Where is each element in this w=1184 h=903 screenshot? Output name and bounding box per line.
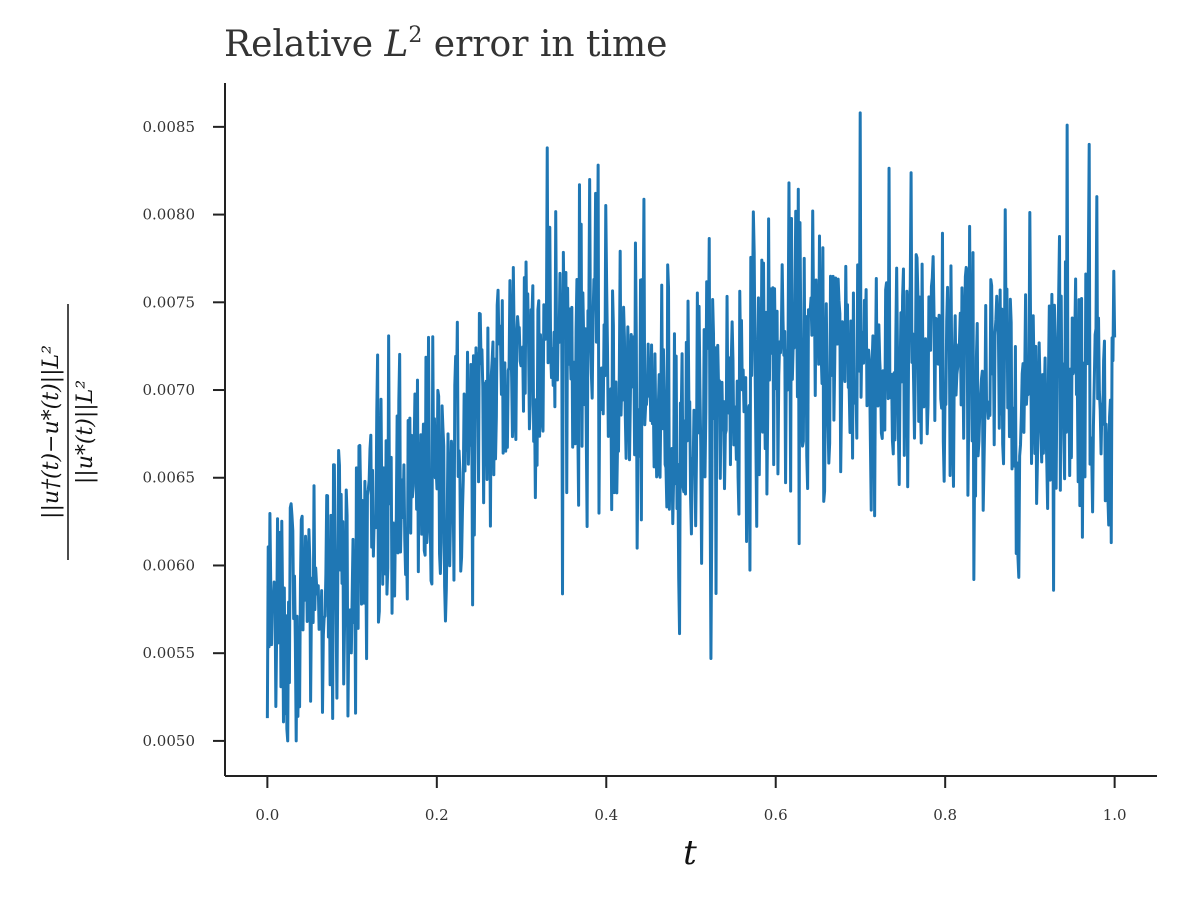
y-axis-label-denominator: ||u*(t)||L² <box>73 380 98 484</box>
chart-title: Relative L2 error in time <box>224 23 667 65</box>
series-layer <box>265 111 1117 743</box>
chart-title-superscript: 2 <box>408 23 422 48</box>
y-tick-label: 0.0080 <box>143 206 196 224</box>
y-tick-label: 0.0060 <box>143 556 196 574</box>
x-axis-ticks: 0.0 0.2 0.4 0.6 0.8 1.0 <box>255 776 1127 824</box>
x-tick-label: 0.0 <box>255 806 279 824</box>
y-tick-label: 0.0055 <box>143 644 196 662</box>
x-tick-label: 0.4 <box>594 806 618 824</box>
x-tick-label: 0.8 <box>933 806 957 824</box>
error-series-line <box>265 111 1117 743</box>
x-axis-label: t <box>683 833 697 873</box>
y-tick-label: 0.0050 <box>143 732 196 750</box>
y-tick-label: 0.0065 <box>143 469 196 487</box>
chart-title-prefix: Relative <box>224 24 384 65</box>
y-tick-label: 0.0075 <box>143 293 196 311</box>
y-tick-label: 0.0070 <box>143 381 196 399</box>
y-tick-label: 0.0085 <box>143 118 196 136</box>
y-axis-ticks: 0.0050 0.0055 0.0060 0.0065 0.0070 0.0075 0.00… <box>143 118 225 750</box>
y-axis-label-numerator: ||u†(t)−u*(t)||L² <box>39 345 64 519</box>
chart-title-suffix: error in time <box>422 24 667 65</box>
chart-title-math: L <box>383 24 408 65</box>
y-axis-label: ||u†(t)−u*(t)||L² ||u*(t)||L² <box>39 304 98 560</box>
x-tick-label: 1.0 <box>1103 806 1127 824</box>
x-tick-label: 0.2 <box>425 806 449 824</box>
x-tick-label: 0.6 <box>764 806 788 824</box>
